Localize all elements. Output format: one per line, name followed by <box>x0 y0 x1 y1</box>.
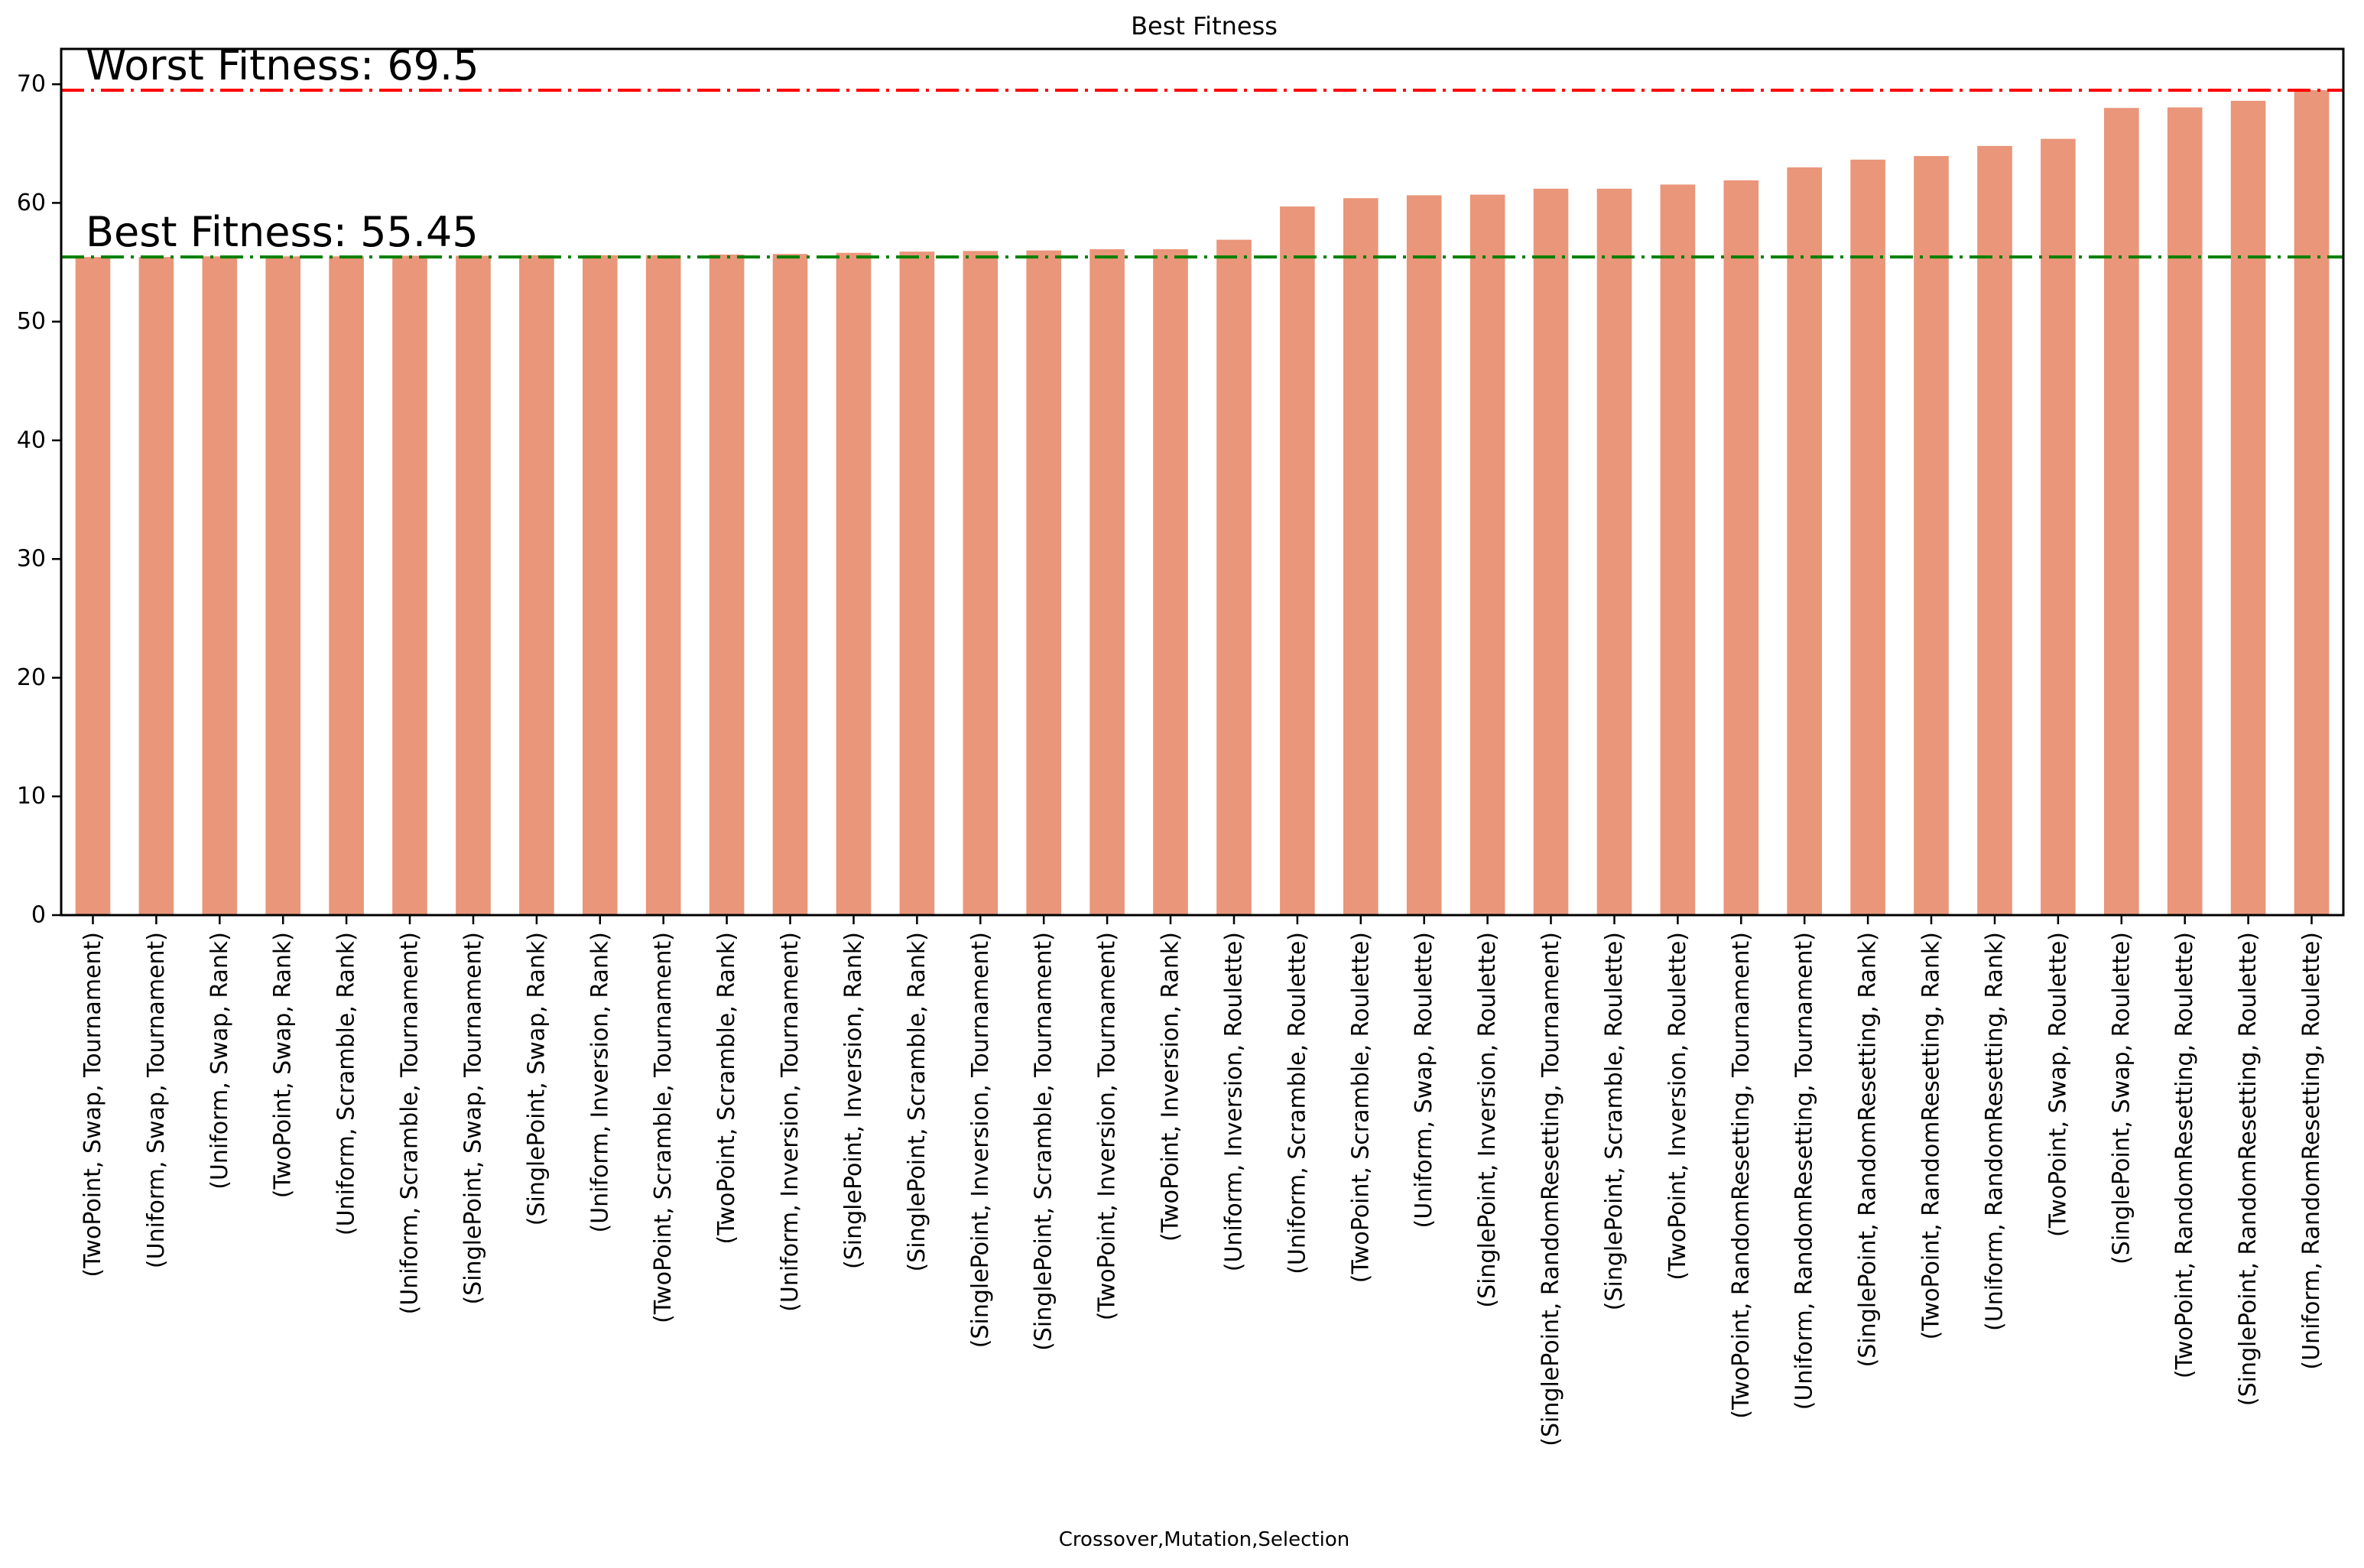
x-axis: (TwoPoint, Swap, Tournament) (Uniform, Sw… <box>80 915 2325 1446</box>
bar <box>583 255 618 915</box>
bar <box>2041 138 2076 916</box>
bar <box>75 257 111 916</box>
x-tick-label: (Uniform, Swap, Tournament) <box>143 932 170 1268</box>
x-tick-label: (SinglePoint, Inversion, Roulette) <box>1474 932 1501 1308</box>
bar <box>2167 107 2203 915</box>
bar <box>2230 100 2266 915</box>
x-tick-label: (Uniform, Scramble, Roulette) <box>1284 932 1310 1274</box>
bar <box>2294 90 2330 915</box>
annotation-lines-group <box>61 89 2343 259</box>
x-tick-label: (TwoPoint, Scramble, Roulette) <box>1347 932 1374 1283</box>
x-tick-label: (TwoPoint, Scramble, Tournament) <box>650 932 677 1323</box>
worst-fitness-annotation: Worst Fitness: 69.5 <box>86 41 479 89</box>
bar <box>138 257 174 916</box>
bar <box>1280 206 1315 916</box>
x-tick-label: (Uniform, Inversion, Rank) <box>586 932 613 1233</box>
bar <box>1153 249 1188 915</box>
x-tick-label: (Uniform, Scramble, Tournament) <box>397 932 424 1314</box>
x-tick-label: (SinglePoint, RandomResetting, Roulette) <box>2235 932 2262 1406</box>
x-tick-label: (SinglePoint, Inversion, Rank) <box>840 932 867 1269</box>
x-tick-label: (TwoPoint, RandomResetting, Roulette) <box>2171 932 2198 1378</box>
x-tick-label: (TwoPoint, Inversion, Roulette) <box>1664 932 1691 1281</box>
bar <box>1596 188 1632 916</box>
bar <box>1850 159 1885 916</box>
x-tick-label: (Uniform, Swap, Roulette) <box>1411 932 1437 1228</box>
bar <box>836 252 872 915</box>
plot-frame <box>60 47 2345 917</box>
x-tick-label: (Uniform, Swap, Rank) <box>206 932 233 1190</box>
best-fitness-annotation: Best Fitness: 55.45 <box>86 208 479 256</box>
x-tick-label: (TwoPoint, RandomResetting, Tournament) <box>1728 932 1755 1419</box>
y-tick-label: 0 <box>31 902 46 929</box>
bar <box>392 255 427 915</box>
bar <box>899 252 935 916</box>
y-tick-label: 20 <box>17 664 46 691</box>
y-tick-label: 60 <box>17 190 46 216</box>
x-tick-label: (Uniform, RandomResetting, Rank) <box>1982 932 2008 1331</box>
bar <box>1977 145 2012 915</box>
x-tick-label: (SinglePoint, Scramble, Rank) <box>904 932 930 1272</box>
x-tick-label: (SinglePoint, Swap, Roulette) <box>2108 932 2135 1264</box>
x-tick-label: (TwoPoint, RandomResetting, Rank) <box>1918 932 1945 1339</box>
bar <box>645 255 681 915</box>
x-tick-label: (Uniform, Scramble, Rank) <box>333 932 360 1235</box>
bar <box>1533 188 1569 916</box>
y-axis: 0 10 20 30 40 50 60 70 <box>17 71 61 929</box>
x-tick-label: (SinglePoint, RandomResetting, Tournamen… <box>1538 932 1564 1446</box>
x-tick-label: (SinglePoint, Scramble, Roulette) <box>1601 932 1628 1310</box>
bar <box>1787 167 1822 915</box>
x-tick-label: (Uniform, RandomResetting, Tournament) <box>1791 932 1818 1410</box>
x-tick-label: (SinglePoint, Inversion, Tournament) <box>967 932 994 1348</box>
bar <box>456 255 491 915</box>
bar <box>963 251 999 915</box>
bar <box>329 256 364 915</box>
bar <box>519 255 554 915</box>
x-axis-title: Crossover,Mutation,Selection <box>1059 1528 1349 1551</box>
x-tick-label: (TwoPoint, Swap, Roulette) <box>2044 932 2071 1237</box>
bar <box>1026 250 1061 916</box>
y-tick-label: 40 <box>17 427 46 454</box>
x-tick-label: (TwoPoint, Inversion, Tournament) <box>1094 932 1121 1320</box>
x-tick-label: (Uniform, Inversion, Tournament) <box>777 932 804 1312</box>
bar <box>1469 194 1505 916</box>
x-tick-label: (TwoPoint, Scramble, Rank) <box>713 932 740 1245</box>
x-tick-label: (Uniform, RandomResetting, Roulette) <box>2298 932 2325 1370</box>
bar <box>1660 184 1696 915</box>
bar <box>1723 180 1759 915</box>
bar <box>1089 249 1125 915</box>
y-tick-label: 30 <box>17 546 46 573</box>
chart-title: Best Fitness <box>1131 11 1278 41</box>
bars-group <box>75 90 2330 916</box>
x-tick-label: (SinglePoint, Swap, Rank) <box>523 932 550 1226</box>
bar <box>709 255 745 915</box>
x-tick-label: (TwoPoint, Swap, Tournament) <box>80 932 106 1277</box>
bar <box>2104 108 2139 916</box>
bar <box>1406 195 1442 915</box>
bar <box>1216 239 1252 916</box>
x-tick-label: (TwoPoint, Inversion, Rank) <box>1158 932 1184 1242</box>
x-tick-label: (SinglePoint, Scramble, Tournament) <box>1031 932 1057 1351</box>
bar <box>1343 198 1378 915</box>
x-tick-label: (SinglePoint, RandomResetting, Rank) <box>1855 932 1882 1367</box>
x-tick-label: (Uniform, Inversion, Roulette) <box>1221 932 1248 1271</box>
bar <box>1914 156 1949 916</box>
bar <box>202 256 238 915</box>
y-tick-label: 50 <box>17 308 46 335</box>
bar <box>772 254 808 915</box>
bar <box>265 256 300 915</box>
y-tick-label: 10 <box>17 783 46 810</box>
x-tick-label: (SinglePoint, Swap, Tournament) <box>460 932 487 1305</box>
y-tick-label: 70 <box>17 71 46 98</box>
x-tick-label: (TwoPoint, Swap, Rank) <box>270 932 297 1198</box>
